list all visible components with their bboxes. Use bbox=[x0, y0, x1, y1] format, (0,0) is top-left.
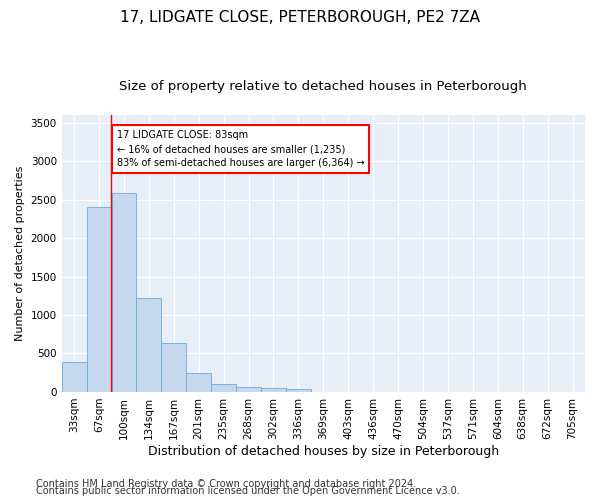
Bar bbox=[86, 208, 112, 392]
Y-axis label: Number of detached properties: Number of detached properties bbox=[15, 166, 25, 341]
Bar bbox=[112, 194, 136, 392]
Bar bbox=[211, 384, 236, 392]
Bar bbox=[136, 298, 161, 392]
Text: 17, LIDGATE CLOSE, PETERBOROUGH, PE2 7ZA: 17, LIDGATE CLOSE, PETERBOROUGH, PE2 7ZA bbox=[120, 10, 480, 25]
Text: Contains public sector information licensed under the Open Government Licence v3: Contains public sector information licen… bbox=[36, 486, 460, 496]
Bar bbox=[62, 362, 86, 392]
Bar bbox=[236, 387, 261, 392]
Bar bbox=[286, 389, 311, 392]
Bar bbox=[161, 344, 186, 392]
Bar bbox=[261, 388, 286, 392]
X-axis label: Distribution of detached houses by size in Peterborough: Distribution of detached houses by size … bbox=[148, 444, 499, 458]
Text: Contains HM Land Registry data © Crown copyright and database right 2024.: Contains HM Land Registry data © Crown c… bbox=[36, 479, 416, 489]
Title: Size of property relative to detached houses in Peterborough: Size of property relative to detached ho… bbox=[119, 80, 527, 93]
Bar bbox=[186, 372, 211, 392]
Text: 17 LIDGATE CLOSE: 83sqm
← 16% of detached houses are smaller (1,235)
83% of semi: 17 LIDGATE CLOSE: 83sqm ← 16% of detache… bbox=[116, 130, 364, 168]
